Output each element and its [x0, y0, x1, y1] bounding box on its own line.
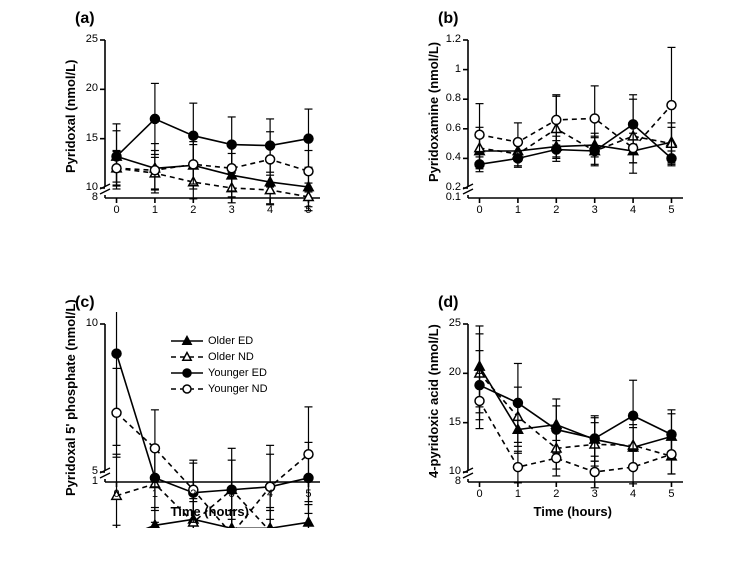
ylabel-d: 4-pyridoxic acid (nmol/L) — [426, 324, 441, 478]
xtick-a-3: 3 — [222, 204, 242, 216]
xtick-b-4: 4 — [623, 204, 643, 216]
xtick-c-5: 5 — [298, 488, 318, 500]
ytick-a-break: 8 — [68, 191, 98, 203]
ytick-a-25: 25 — [68, 33, 98, 45]
ylabel-a: Pyridoxal (nmol/L) — [63, 60, 78, 173]
xtick-d-2: 2 — [546, 488, 566, 500]
panel-label-d: (d) — [438, 294, 458, 312]
legend-row-younger_ed: Younger ED — [170, 365, 268, 381]
xtick-a-0: 0 — [107, 204, 127, 216]
xtick-a-5: 5 — [298, 204, 318, 216]
legend-row-older_nd: Older ND — [170, 349, 268, 365]
xtick-a-1: 1 — [145, 204, 165, 216]
legend-row-older_ed: Older ED — [170, 333, 268, 349]
xtick-d-5: 5 — [661, 488, 681, 500]
xtick-d-4: 4 — [623, 488, 643, 500]
panel-a: 101520258012345Pyridoxal (nmol/L) — [55, 28, 325, 218]
panel-label-c: (c) — [75, 294, 95, 312]
ylabel-c: Pyridoxal 5' phosphate (nmol/L) — [63, 299, 78, 496]
legend: Older ED Older ND Younger ED Younger ND — [170, 333, 268, 397]
xtick-b-2: 2 — [546, 204, 566, 216]
xtick-c-1: 1 — [145, 488, 165, 500]
legend-label-younger_nd: Younger ND — [208, 383, 268, 395]
panel-label-a: (a) — [75, 10, 95, 28]
xtick-d-0: 0 — [470, 488, 490, 500]
xlabel-d: Time (hours) — [534, 504, 613, 519]
xtick-b-1: 1 — [508, 204, 528, 216]
xtick-c-2: 2 — [183, 488, 203, 500]
xtick-b-5: 5 — [661, 204, 681, 216]
panel-d: 1015202580123454-pyridoxic acid (nmol/L)… — [418, 312, 688, 502]
xtick-b-3: 3 — [585, 204, 605, 216]
legend-row-younger_nd: Younger ND — [170, 381, 268, 397]
xtick-c-3: 3 — [222, 488, 242, 500]
ylabel-b: Pyridoxamine (nmol/L) — [426, 42, 441, 182]
xtick-c-0: 0 — [107, 488, 127, 500]
panel-b: 0.20.40.60.811.20.1012345Pyridoxamine (n… — [418, 28, 688, 218]
xtick-d-1: 1 — [508, 488, 528, 500]
figure-root: 101520258012345Pyridoxal (nmol/L)(a)0.20… — [0, 0, 751, 585]
panel-label-b: (b) — [438, 10, 458, 28]
xtick-a-4: 4 — [260, 204, 280, 216]
legend-label-older_nd: Older ND — [208, 351, 254, 363]
legend-label-younger_ed: Younger ED — [208, 367, 267, 379]
xtick-a-2: 2 — [183, 204, 203, 216]
xlabel-c: Time (hours) — [171, 504, 250, 519]
xtick-b-0: 0 — [470, 204, 490, 216]
ytick-b-break: 0.1 — [431, 191, 461, 203]
xtick-c-4: 4 — [260, 488, 280, 500]
legend-label-older_ed: Older ED — [208, 335, 253, 347]
xtick-d-3: 3 — [585, 488, 605, 500]
